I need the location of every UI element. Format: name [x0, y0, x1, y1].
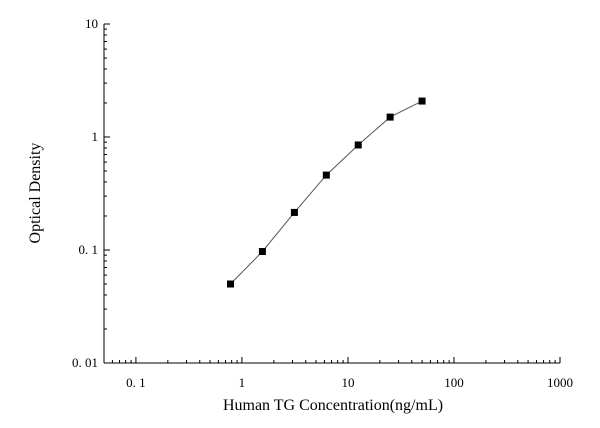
data-point — [226, 280, 234, 288]
data-point — [354, 141, 362, 149]
data-point — [290, 208, 298, 216]
series-layer — [226, 97, 426, 288]
x-tick-label: 1 — [239, 375, 246, 390]
ticks — [103, 23, 561, 364]
data-point — [418, 97, 426, 105]
data-point — [386, 113, 394, 121]
axes — [103, 24, 560, 364]
y-tick-label: 10 — [85, 16, 98, 31]
x-tick-label: 10 — [341, 375, 354, 390]
y-axis-title: Optical Density — [27, 143, 44, 244]
x-axis-title: Human TG Concentration(ng/mL) — [223, 397, 443, 414]
x-tick-label: 0. 1 — [126, 375, 146, 390]
series-line — [230, 100, 423, 285]
y-tick-label: 0. 1 — [79, 242, 99, 257]
y-tick-label: 0. 01 — [72, 355, 98, 370]
x-tick-label: 100 — [444, 375, 464, 390]
x-tick-label: 1000 — [547, 375, 573, 390]
tick-labels: 0. 01 0. 1 1 10 0. 1 1 10 100 1000 — [72, 16, 573, 390]
y-tick-label: 1 — [92, 129, 99, 144]
data-point — [322, 171, 330, 179]
data-point — [258, 247, 266, 255]
